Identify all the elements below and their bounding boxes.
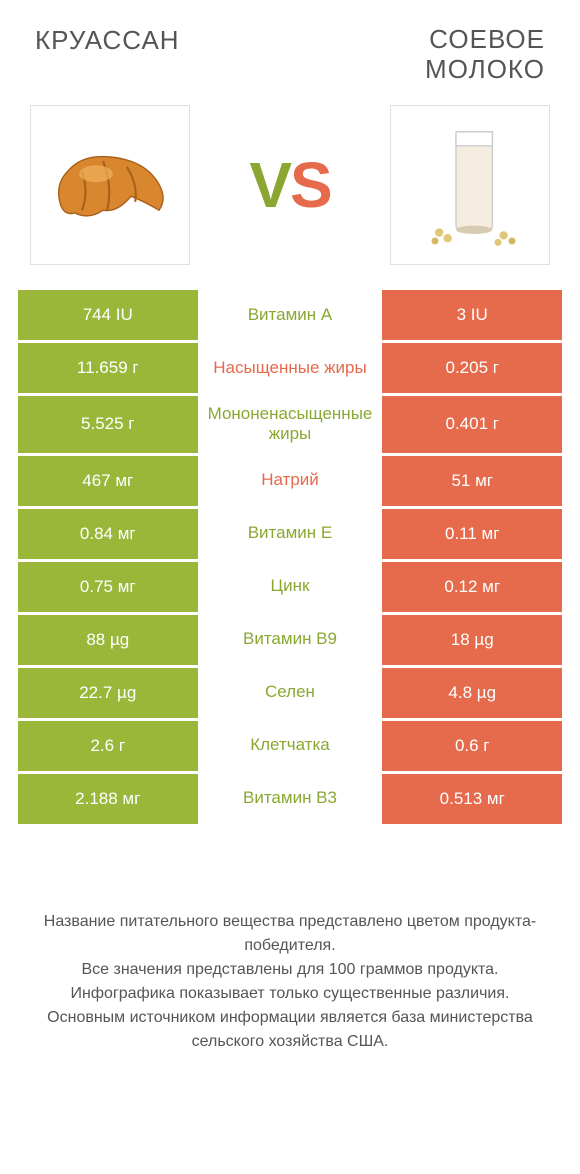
cell-left: 0.84 мг bbox=[18, 509, 198, 559]
nutrition-table: 744 IUВитамин A3 IU11.659 гНасыщенные жи… bbox=[0, 290, 580, 824]
table-row: 744 IUВитамин A3 IU bbox=[18, 290, 562, 340]
cell-left: 2.6 г bbox=[18, 721, 198, 771]
footer-l1: Название питательного вещества представл… bbox=[30, 910, 550, 958]
cell-mid: Мононенасыщенные жиры bbox=[198, 396, 383, 453]
cell-left: 2.188 мг bbox=[18, 774, 198, 824]
cell-left: 744 IU bbox=[18, 290, 198, 340]
footer: Название питательного вещества представл… bbox=[0, 910, 580, 1054]
cell-right: 4.8 µg bbox=[382, 668, 562, 718]
cell-right: 51 мг bbox=[382, 456, 562, 506]
vs-s: S bbox=[290, 149, 331, 221]
table-row: 467 мгНатрий51 мг bbox=[18, 456, 562, 506]
cell-left: 5.525 г bbox=[18, 396, 198, 453]
cell-right: 3 IU bbox=[382, 290, 562, 340]
title-right: СОЕВОЕ МОЛОКО bbox=[425, 25, 545, 85]
vs-label: VS bbox=[249, 148, 330, 222]
vs-v: V bbox=[249, 149, 290, 221]
cell-left: 467 мг bbox=[18, 456, 198, 506]
title-right-l1: СОЕВОЕ bbox=[425, 25, 545, 55]
cell-right: 0.11 мг bbox=[382, 509, 562, 559]
croissant-image bbox=[30, 105, 190, 265]
soymilk-image bbox=[390, 105, 550, 265]
table-row: 0.75 мгЦинк0.12 мг bbox=[18, 562, 562, 612]
cell-mid: Насыщенные жиры bbox=[198, 343, 383, 393]
cell-left: 88 µg bbox=[18, 615, 198, 665]
cell-left: 11.659 г bbox=[18, 343, 198, 393]
table-row: 5.525 гМононенасыщенные жиры0.401 г bbox=[18, 396, 562, 453]
cell-right: 18 µg bbox=[382, 615, 562, 665]
table-row: 11.659 гНасыщенные жиры0.205 г bbox=[18, 343, 562, 393]
cell-left: 22.7 µg bbox=[18, 668, 198, 718]
cell-mid: Витамин B3 bbox=[198, 774, 383, 824]
cell-mid: Витамин B9 bbox=[198, 615, 383, 665]
cell-mid: Натрий bbox=[198, 456, 383, 506]
header: КРУАССАН СОЕВОЕ МОЛОКО bbox=[0, 0, 580, 95]
images-row: VS bbox=[0, 95, 580, 290]
title-right-l2: МОЛОКО bbox=[425, 55, 545, 85]
table-row: 0.84 мгВитамин E0.11 мг bbox=[18, 509, 562, 559]
table-row: 2.6 гКлетчатка0.6 г bbox=[18, 721, 562, 771]
cell-mid: Селен bbox=[198, 668, 383, 718]
cell-mid: Цинк bbox=[198, 562, 383, 612]
title-left: КРУАССАН bbox=[35, 25, 180, 56]
cell-right: 0.6 г bbox=[382, 721, 562, 771]
cell-mid: Витамин A bbox=[198, 290, 383, 340]
cell-mid: Клетчатка bbox=[198, 721, 383, 771]
cell-right: 0.205 г bbox=[382, 343, 562, 393]
table-row: 22.7 µgСелен4.8 µg bbox=[18, 668, 562, 718]
footer-l4: Основным источником информации является … bbox=[30, 1006, 550, 1054]
cell-right: 0.513 мг bbox=[382, 774, 562, 824]
cell-right: 0.401 г bbox=[382, 396, 562, 453]
footer-l2: Все значения представлены для 100 граммо… bbox=[30, 958, 550, 982]
cell-right: 0.12 мг bbox=[382, 562, 562, 612]
cell-mid: Витамин E bbox=[198, 509, 383, 559]
table-row: 2.188 мгВитамин B30.513 мг bbox=[18, 774, 562, 824]
table-row: 88 µgВитамин B918 µg bbox=[18, 615, 562, 665]
footer-l3: Инфографика показывает только существенн… bbox=[30, 982, 550, 1006]
cell-left: 0.75 мг bbox=[18, 562, 198, 612]
